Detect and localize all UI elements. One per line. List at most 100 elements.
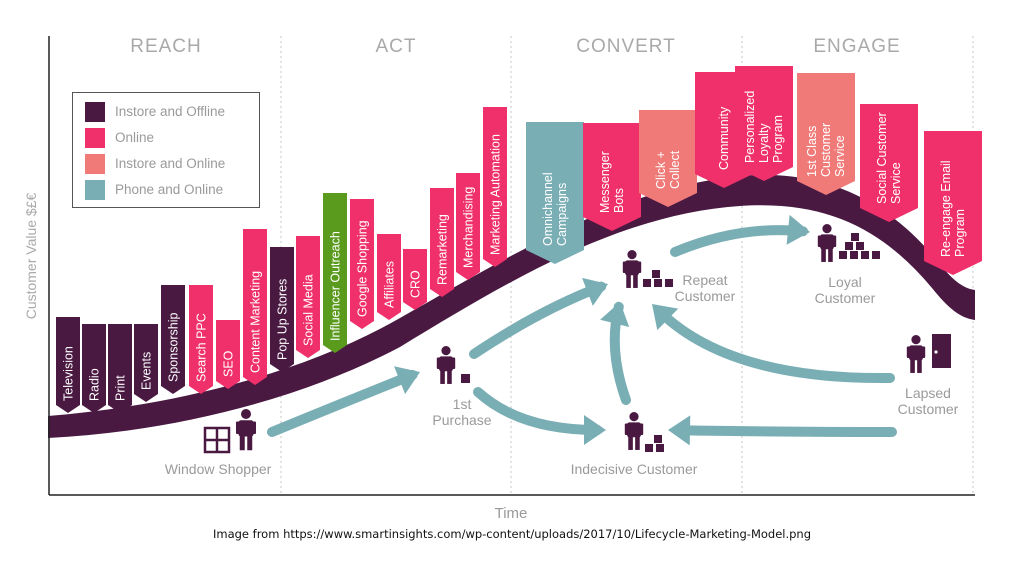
legend-swatch <box>85 180 105 200</box>
tactic-flag-shape <box>243 229 267 385</box>
tactic-flag: Remarketing <box>430 188 454 297</box>
box-icon <box>845 242 853 250</box>
box-icon <box>654 435 662 443</box>
tactic-label: Click +Collect <box>654 150 682 189</box>
tactic-flag-shape <box>270 247 294 372</box>
tactic-flag-shape <box>377 234 401 320</box>
customer-stage-label: 1st Purchase <box>432 396 491 428</box>
tactic-flag-shape <box>735 66 793 181</box>
window-icon <box>203 426 231 454</box>
tactic-label: Merchandising <box>462 187 476 268</box>
tactic-label: Social CustomerService <box>875 112 903 204</box>
tactic-flag-shape <box>430 188 454 297</box>
tactic-flag-shape <box>526 122 584 264</box>
tactic-label: Re-engage EmailProgram <box>939 160 967 257</box>
tactic-label: Print <box>114 375 128 401</box>
customer-stage-label: Indecisive Customer <box>571 461 698 477</box>
tactic-label: Affiliates <box>383 261 397 308</box>
journey-arrow <box>654 306 895 384</box>
tactic-flag-shape <box>161 285 185 394</box>
door-icon <box>932 334 951 368</box>
box-icon <box>839 251 847 259</box>
box-icon <box>645 444 653 452</box>
legend-swatch <box>85 154 105 174</box>
legend-label: Instore and Offline <box>115 104 226 119</box>
customer-value-curve <box>48 174 975 438</box>
tactic-flag-shape <box>924 131 982 275</box>
tactic-flag-shape <box>134 324 158 402</box>
box-icon <box>665 279 673 287</box>
tactic-flag: Content Marketing <box>243 229 267 385</box>
tactic-flag-shape <box>456 173 480 280</box>
box-icon <box>851 233 859 241</box>
legend-label: Online <box>115 130 155 145</box>
tactic-flag: Social CustomerService <box>860 104 918 222</box>
tactic-flag-shape <box>350 199 374 329</box>
tactic-flag: MessengerBots <box>583 123 641 231</box>
legend-swatch <box>85 128 105 148</box>
tactic-flag-shape <box>583 123 641 231</box>
tactic-flag: Sponsorship <box>161 285 185 394</box>
journey-arrow <box>674 425 897 437</box>
y-axis-label: Customer Value $£€ <box>23 192 39 319</box>
arrow-head <box>786 214 810 245</box>
tactic-label: Radio <box>88 368 102 401</box>
person-icon <box>436 346 456 384</box>
box-icon <box>652 270 660 278</box>
tactic-label: MessengerBots <box>598 151 626 213</box>
tactic-label: PersonalizedLoyaltyProgram <box>743 91 785 163</box>
person-icon <box>622 250 642 288</box>
tactic-flag-shape <box>56 317 80 413</box>
tactic-flag: 1st ClassCustomerService <box>797 73 855 195</box>
tactic-flag-shape <box>797 73 855 195</box>
box-icon <box>872 251 880 259</box>
tactic-label: Google Shopping <box>356 220 370 317</box>
tactic-label: OmnichannelCampaigns <box>541 172 569 246</box>
box-icon <box>656 444 664 452</box>
x-axis-label: Time <box>495 505 528 522</box>
tactic-flag-shape <box>403 249 427 310</box>
person-icon <box>236 409 256 451</box>
arrow-head <box>600 302 630 327</box>
tactic-label: Events <box>140 352 154 390</box>
box-icon <box>861 251 869 259</box>
customer-stage-label: Lapsed Customer <box>898 385 959 417</box>
legend-swatch <box>85 102 105 122</box>
tactic-flag-shape <box>108 324 132 413</box>
tactic-flag: Radio <box>82 324 106 413</box>
tactic-flag: Re-engage EmailProgram <box>924 131 982 275</box>
box-icon <box>461 374 470 383</box>
tactic-flag-shape <box>483 107 507 267</box>
legend-label: Instore and Online <box>115 156 226 171</box>
tactic-flag: Events <box>134 324 158 402</box>
tactic-flag: PersonalizedLoyaltyProgram <box>735 66 793 181</box>
person-icon <box>906 335 926 373</box>
box-icon <box>856 242 864 250</box>
tactic-flag-shape <box>216 320 240 389</box>
tactic-label: 1st ClassCustomerService <box>805 123 847 177</box>
customer-stage-label: Loyal Customer <box>815 274 876 306</box>
journey-arrow <box>267 370 418 437</box>
arrow-head <box>582 277 608 306</box>
tactic-label: SEO <box>222 350 236 377</box>
tactic-flag: Search PPC <box>189 285 213 394</box>
tactic-flag: CRO <box>403 249 427 310</box>
tactic-flag: Marketing Automation <box>483 107 507 267</box>
tactic-label: Television <box>62 346 76 401</box>
tactic-label: Social Media <box>302 274 316 346</box>
phase-convert: CONVERT <box>576 36 676 57</box>
tactic-label: CRO <box>409 270 423 298</box>
tactic-flag: Print <box>108 324 132 413</box>
phase-engage: ENGAGE <box>813 36 901 57</box>
arrow-head <box>652 304 679 331</box>
tactic-flag: Affiliates <box>377 234 401 320</box>
box-icon <box>654 279 662 287</box>
tactic-flag: OmnichannelCampaigns <box>526 122 584 264</box>
tactic-flag: Television <box>56 317 80 413</box>
tactic-label: Pop Up Stores <box>276 279 290 360</box>
box-icon <box>643 279 651 287</box>
journey-arrow <box>473 387 603 435</box>
phase-reach: REACH <box>130 36 202 57</box>
